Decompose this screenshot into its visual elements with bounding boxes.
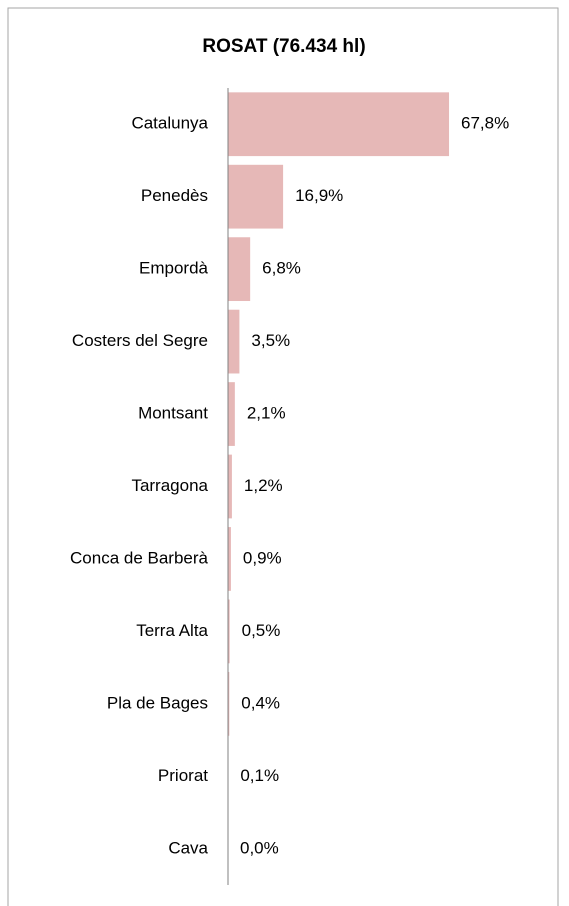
bar: [228, 527, 231, 591]
value-label: 2,1%: [247, 404, 286, 423]
value-label: 0,4%: [241, 693, 280, 712]
category-label: Conca de Barberà: [70, 548, 209, 567]
category-label: Tarragona: [131, 476, 208, 495]
value-label: 67,8%: [461, 114, 509, 133]
value-label: 0,1%: [240, 766, 279, 785]
category-label: Terra Alta: [136, 621, 208, 640]
value-label: 0,0%: [240, 838, 279, 857]
value-label: 0,9%: [243, 548, 282, 567]
category-label: Penedès: [141, 186, 208, 205]
category-label: Montsant: [138, 404, 208, 423]
category-label: Empordà: [139, 259, 209, 278]
bar: [228, 164, 284, 229]
category-label: Priorat: [158, 766, 208, 785]
bar: [228, 92, 450, 157]
bar: [228, 454, 232, 519]
chart-title: ROSAT (76.434 hl): [202, 36, 365, 57]
chart-frame: [7, 7, 559, 906]
category-label: Cava: [168, 838, 208, 857]
bar: [228, 382, 235, 446]
category-label: Costers del Segre: [72, 331, 208, 350]
value-label: 6,8%: [262, 259, 301, 278]
value-label: 3,5%: [251, 331, 290, 350]
bar: [228, 309, 240, 374]
category-label: Catalunya: [131, 114, 208, 133]
bar: [228, 671, 230, 736]
bar: [228, 237, 251, 302]
value-label: 16,9%: [295, 186, 343, 205]
value-label: 0,5%: [242, 621, 281, 640]
category-label: Pla de Bages: [107, 693, 208, 712]
bar: [228, 599, 230, 664]
value-label: 1,2%: [244, 476, 283, 495]
